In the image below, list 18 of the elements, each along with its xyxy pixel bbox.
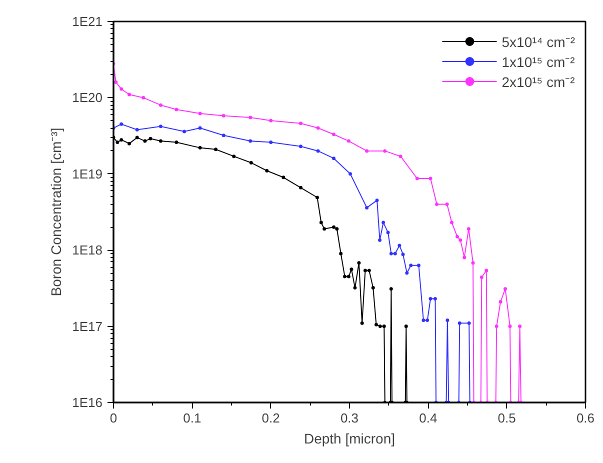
legend-label: 2x10¹⁵ cm⁻²	[502, 72, 575, 90]
y-tick-label: 1E20	[72, 90, 103, 106]
y-tick-label: 1E16	[72, 395, 103, 410]
x-axis-title: Depth [micron]	[304, 430, 396, 446]
y-tick-label: 1E18	[72, 242, 103, 258]
x-tick-label: 0.1	[183, 410, 202, 426]
x-tick-label: 0.2	[262, 410, 280, 426]
x-tick-label: 0.6	[576, 410, 595, 426]
x-tick-label: 0.3	[340, 410, 359, 426]
y-axis-title: Boron Concentration [cm⁻³]	[48, 128, 64, 296]
legend-label: 5x10¹⁴ cm⁻²	[502, 32, 575, 50]
y-tick-label: 1E19	[72, 166, 103, 182]
y-tick-label: 1E17	[72, 318, 103, 334]
x-tick-label: 0.5	[498, 410, 516, 426]
x-tick-label: 0.4	[419, 410, 438, 426]
legend-label: 1x10¹⁵ cm⁻²	[502, 52, 575, 70]
y-tick-label: 1E21	[72, 14, 103, 29]
x-tick-label: 0	[110, 410, 118, 426]
